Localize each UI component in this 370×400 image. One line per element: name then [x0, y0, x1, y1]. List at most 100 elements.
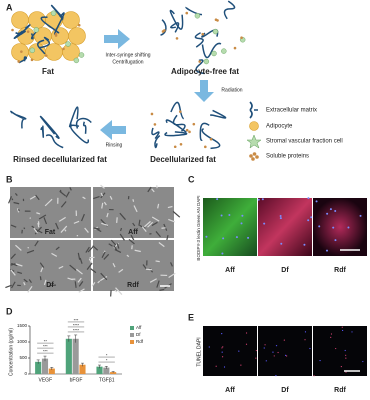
error-bar [67, 335, 71, 342]
nucleus [221, 252, 224, 255]
texture [147, 221, 154, 228]
nucleus [335, 347, 337, 350]
texture [157, 203, 160, 209]
texture [158, 241, 165, 248]
step: Inter-syringe shifting [105, 52, 150, 58]
texture [49, 284, 57, 287]
nucleus [279, 217, 282, 220]
x-tick-label: VEGF [39, 377, 53, 383]
error-bar [98, 364, 102, 369]
image-label: Rdf [334, 267, 346, 274]
image-label: Df [281, 267, 289, 274]
nucleus [275, 374, 277, 377]
texture [35, 194, 40, 201]
texture [132, 199, 135, 202]
caption: Fat [42, 67, 54, 76]
texture [114, 249, 122, 254]
texture [44, 198, 53, 207]
significance: * [106, 353, 108, 358]
legend-text: Aff [136, 325, 142, 330]
nucleus [285, 354, 287, 357]
nucleus [309, 347, 311, 350]
fiber [36, 39, 46, 55]
protein [26, 30, 30, 33]
texture [101, 202, 104, 209]
protein [192, 122, 196, 126]
fiber [172, 114, 186, 132]
nucleus [342, 329, 344, 332]
texture [147, 186, 152, 193]
texture [168, 272, 176, 279]
texture [106, 212, 109, 218]
bar [103, 367, 110, 374]
ecm-icon [249, 101, 258, 119]
texture [8, 196, 13, 204]
nucleus [255, 357, 257, 359]
svf-cell [50, 10, 57, 16]
fluo-image [313, 198, 367, 256]
nucleus [345, 357, 347, 359]
fluo-image [258, 198, 312, 256]
svf-cell [194, 13, 201, 19]
texture [79, 257, 83, 264]
nucleus [279, 215, 282, 218]
step: Rinsing [106, 142, 123, 148]
bar [96, 366, 103, 374]
texture [101, 222, 109, 227]
legend-text: Rdf [136, 339, 144, 344]
protein [209, 137, 213, 141]
texture [113, 245, 118, 251]
protein [185, 11, 189, 15]
svf-cell [78, 52, 85, 58]
texture [110, 239, 117, 246]
stain-label: TUNEL DAPI [196, 337, 202, 366]
protein [30, 58, 34, 62]
texture [90, 268, 97, 274]
svf-cell [29, 47, 35, 54]
fiber [75, 117, 92, 129]
nucleus [216, 198, 219, 201]
texture [23, 281, 26, 286]
adipocyte [11, 11, 29, 29]
texture [5, 284, 12, 289]
texture [23, 278, 28, 283]
step: Centrifugation [112, 59, 143, 65]
texture [101, 251, 106, 259]
nucleus [345, 371, 347, 373]
fiber [10, 110, 24, 119]
nucleus [221, 333, 223, 335]
bar [79, 364, 86, 374]
texture [10, 253, 16, 260]
texture [58, 216, 66, 222]
fiber [30, 28, 39, 40]
fiber [15, 24, 31, 35]
fiber [151, 127, 160, 140]
nucleus [362, 360, 364, 363]
texture [86, 262, 93, 271]
texture [166, 234, 169, 241]
texture [99, 275, 108, 282]
nucleus [221, 351, 223, 353]
fluorescence-images: Aff Df Rdf [203, 197, 367, 274]
fiber [210, 109, 227, 119]
legend-text: Stromal vascular fraction cell [266, 139, 343, 145]
fiber [154, 135, 161, 149]
protein [173, 145, 177, 149]
texture [76, 268, 83, 275]
nucleus [277, 351, 279, 354]
texture [23, 227, 26, 230]
image-label: Rdf [334, 387, 346, 394]
texture [145, 268, 153, 271]
protein [11, 28, 14, 32]
protein [179, 142, 183, 146]
error-bar [80, 362, 84, 367]
panel-label: A [6, 2, 13, 12]
tunel-image [203, 326, 257, 376]
legend-text: Adipocyte [266, 124, 293, 130]
texture [15, 263, 23, 267]
legend-text: Df [136, 332, 141, 337]
df-diagram [150, 101, 227, 150]
fiber [39, 115, 60, 139]
texture [87, 245, 95, 253]
